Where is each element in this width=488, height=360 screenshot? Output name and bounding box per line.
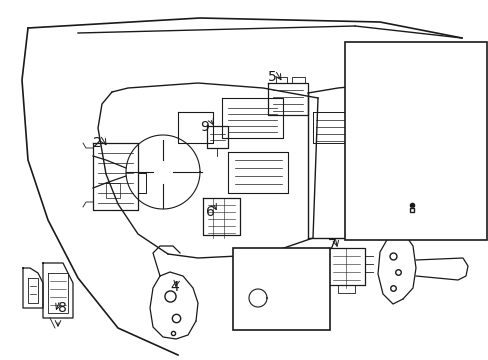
- Bar: [232, 248, 329, 330]
- Text: 6: 6: [205, 205, 214, 219]
- Text: 9: 9: [200, 120, 209, 134]
- Text: 8: 8: [58, 301, 66, 315]
- Text: 5: 5: [267, 70, 276, 84]
- Text: 10: 10: [259, 248, 276, 262]
- Bar: [345, 42, 486, 240]
- Text: 4: 4: [170, 280, 179, 294]
- Text: 2: 2: [92, 136, 101, 150]
- Text: 3: 3: [391, 225, 400, 239]
- Text: 7: 7: [327, 238, 336, 252]
- Text: 1: 1: [427, 225, 436, 239]
